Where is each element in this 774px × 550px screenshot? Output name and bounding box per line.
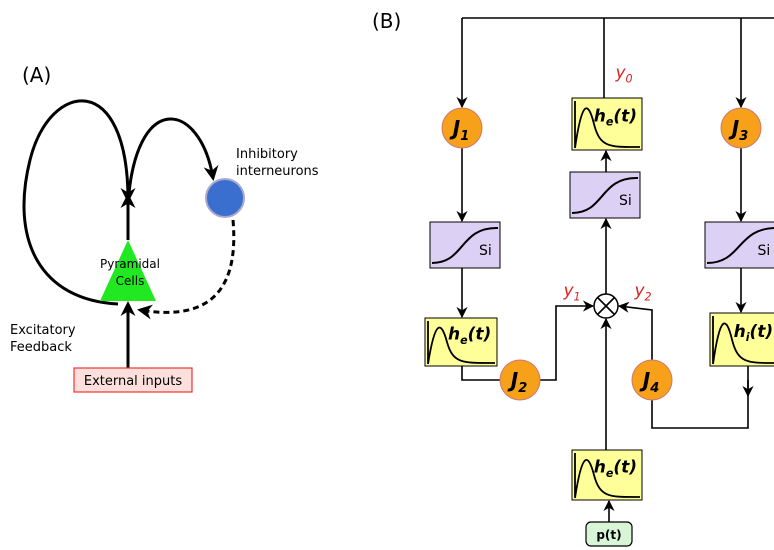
base: h [734,322,746,342]
gain-node [720,107,762,149]
sigmoid-curve [431,226,499,264]
sub: 2 [645,290,652,303]
label: Pyramidal [100,257,160,271]
base: y [562,281,574,301]
rest: (t) [613,458,637,478]
label: Cells [116,274,145,288]
label: (A) [22,63,51,87]
sigmoid-curve [706,227,774,264]
sigmoid-curve [571,176,639,214]
base: y [614,63,626,83]
label: p(t) [596,528,621,542]
label: External inputs [84,374,183,389]
feedback-loop [22,99,136,306]
sub: 1 [460,129,469,144]
math-label: y0 [614,63,632,85]
math-label: y1 [562,281,580,303]
arrow [126,117,219,206]
kernel-box [571,97,643,151]
math-label: y2 [633,281,651,303]
kernel-box [424,317,498,367]
inhibition [137,219,236,320]
kernel-curve [574,453,641,499]
sigmoid-box [569,171,641,219]
rest: (t) [750,322,774,342]
label: Si [479,243,492,259]
sub: 4 [649,381,659,396]
pyramidal-cells [100,240,156,301]
label: Si [619,193,632,209]
panel-b-wiring [456,17,774,547]
label: Feedback [10,340,72,355]
sub: 2 [518,381,527,396]
sub: i [746,331,750,344]
gain-node [441,107,483,149]
math-label: hi(t) [734,322,774,344]
math-label: he(t) [448,325,491,347]
math-label: he(t) [594,458,637,480]
kernel-curve [427,321,496,365]
panel-a [22,99,245,393]
interneurons [205,178,245,218]
math-label: he(t) [594,106,637,128]
label: interneurons [236,164,319,179]
sigmoid-box [429,221,501,269]
label: Inhibitory [236,147,298,162]
input-box [73,367,193,393]
kernel-curve [712,316,774,365]
input-box [585,521,633,547]
sub: 3 [739,129,748,144]
sub: 0 [626,72,633,85]
gain-node [499,359,541,401]
kernel-box [571,449,643,501]
label: (B) [372,9,401,33]
base: y [633,281,645,301]
kernel-curve [574,101,641,149]
base: h [594,458,606,478]
label: Si [758,243,771,259]
sub: 1 [574,290,581,303]
sub: e [460,334,468,347]
label: Excitatory [10,323,76,338]
sub: e [606,116,614,129]
base: h [594,106,606,126]
sub: e [606,467,614,480]
base: h [448,325,460,345]
gain-node [631,359,673,401]
rest: (t) [613,106,637,126]
rest: (t) [468,325,492,345]
